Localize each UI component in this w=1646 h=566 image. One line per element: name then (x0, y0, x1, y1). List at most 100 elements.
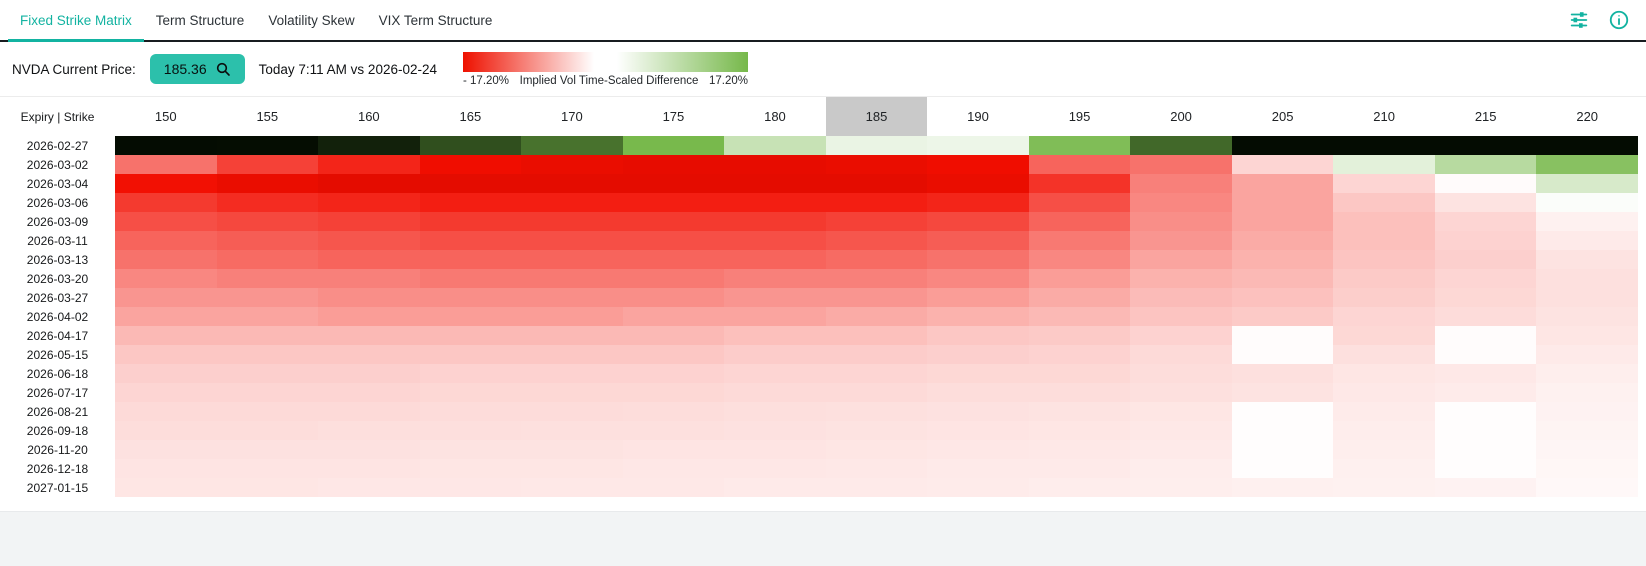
heatmap-cell[interactable] (115, 174, 217, 193)
heatmap-cell[interactable] (1028, 402, 1131, 421)
heatmap-cell[interactable] (419, 193, 522, 212)
heatmap-cell[interactable] (1536, 250, 1638, 269)
heatmap-cell[interactable] (724, 212, 826, 231)
heatmap-cell[interactable] (927, 478, 1029, 497)
heatmap-cell[interactable] (521, 421, 623, 440)
heatmap-cell[interactable] (1231, 345, 1334, 364)
heatmap-cell[interactable] (927, 345, 1029, 364)
heatmap-cell[interactable] (724, 155, 826, 174)
heatmap-cell[interactable] (1130, 231, 1232, 250)
heatmap-cell[interactable] (724, 250, 826, 269)
heatmap-cell[interactable] (1130, 345, 1232, 364)
heatmap-cell[interactable] (1028, 288, 1131, 307)
heatmap-cell[interactable] (825, 155, 928, 174)
heatmap-cell[interactable] (1028, 383, 1131, 402)
heatmap-cell[interactable] (1333, 136, 1435, 155)
heatmap-cell[interactable] (1536, 364, 1638, 383)
heatmap-cell[interactable] (216, 231, 319, 250)
heatmap-cell[interactable] (216, 288, 319, 307)
heatmap-cell[interactable] (1028, 307, 1131, 326)
heatmap-cell[interactable] (1536, 231, 1638, 250)
heatmap-cell[interactable] (1333, 459, 1435, 478)
heatmap-cell[interactable] (825, 307, 928, 326)
heatmap-cell[interactable] (115, 383, 217, 402)
heatmap-cell[interactable] (1333, 345, 1435, 364)
heatmap-cell[interactable] (1536, 193, 1638, 212)
heatmap-cell[interactable] (1028, 459, 1131, 478)
price-button[interactable]: 185.36 (149, 54, 245, 84)
heatmap-cell[interactable] (825, 459, 928, 478)
heatmap-cell[interactable] (1130, 478, 1232, 497)
heatmap-cell[interactable] (419, 212, 522, 231)
heatmap-cell[interactable] (115, 288, 217, 307)
heatmap-cell[interactable] (1028, 440, 1131, 459)
heatmap-cell[interactable] (1434, 231, 1537, 250)
heatmap-cell[interactable] (622, 212, 725, 231)
heatmap-cell[interactable] (318, 307, 420, 326)
heatmap-cell[interactable] (1028, 345, 1131, 364)
heatmap-cell[interactable] (622, 478, 725, 497)
heatmap-cell[interactable] (1333, 364, 1435, 383)
heatmap-cell[interactable] (419, 269, 522, 288)
heatmap-cell[interactable] (1434, 478, 1537, 497)
heatmap-cell[interactable] (622, 364, 725, 383)
heatmap-cell[interactable] (1333, 155, 1435, 174)
heatmap-cell[interactable] (115, 250, 217, 269)
heatmap-cell[interactable] (825, 478, 928, 497)
heatmap-cell[interactable] (1536, 288, 1638, 307)
heatmap-cell[interactable] (1231, 402, 1334, 421)
heatmap-cell[interactable] (1231, 193, 1334, 212)
heatmap-cell[interactable] (115, 155, 217, 174)
heatmap-cell[interactable] (318, 440, 420, 459)
heatmap-cell[interactable] (825, 288, 928, 307)
heatmap-cell[interactable] (622, 174, 725, 193)
heatmap-cell[interactable] (825, 250, 928, 269)
heatmap-cell[interactable] (1536, 212, 1638, 231)
heatmap-cell[interactable] (927, 231, 1029, 250)
heatmap-cell[interactable] (419, 421, 522, 440)
heatmap-cell[interactable] (1434, 250, 1537, 269)
heatmap-cell[interactable] (1130, 174, 1232, 193)
heatmap-cell[interactable] (1028, 421, 1131, 440)
heatmap-cell[interactable] (115, 478, 217, 497)
heatmap-cell[interactable] (1028, 212, 1131, 231)
heatmap-cell[interactable] (1434, 155, 1537, 174)
heatmap-cell[interactable] (318, 250, 420, 269)
heatmap-cell[interactable] (1434, 136, 1537, 155)
heatmap-cell[interactable] (1434, 383, 1537, 402)
heatmap-cell[interactable] (724, 478, 826, 497)
heatmap-cell[interactable] (318, 231, 420, 250)
heatmap-cell[interactable] (318, 478, 420, 497)
heatmap-cell[interactable] (622, 307, 725, 326)
heatmap-cell[interactable] (927, 364, 1029, 383)
heatmap-cell[interactable] (521, 402, 623, 421)
heatmap-cell[interactable] (1028, 231, 1131, 250)
heatmap-cell[interactable] (1028, 250, 1131, 269)
heatmap-cell[interactable] (622, 326, 725, 345)
heatmap-cell[interactable] (1333, 174, 1435, 193)
heatmap-cell[interactable] (419, 440, 522, 459)
heatmap-cell[interactable] (1231, 250, 1334, 269)
heatmap-cell[interactable] (216, 440, 319, 459)
heatmap-cell[interactable] (318, 326, 420, 345)
heatmap-cell[interactable] (115, 326, 217, 345)
heatmap-cell[interactable] (1333, 269, 1435, 288)
heatmap-cell[interactable] (1434, 421, 1537, 440)
heatmap-cell[interactable] (216, 402, 319, 421)
heatmap-cell[interactable] (1333, 383, 1435, 402)
heatmap-cell[interactable] (521, 364, 623, 383)
heatmap-cell[interactable] (521, 307, 623, 326)
heatmap-cell[interactable] (724, 440, 826, 459)
heatmap-cell[interactable] (927, 383, 1029, 402)
heatmap-cell[interactable] (419, 326, 522, 345)
heatmap-cell[interactable] (724, 288, 826, 307)
heatmap-cell[interactable] (927, 250, 1029, 269)
heatmap-cell[interactable] (1028, 193, 1131, 212)
heatmap-cell[interactable] (724, 326, 826, 345)
heatmap-cell[interactable] (724, 421, 826, 440)
heatmap-cell[interactable] (115, 402, 217, 421)
heatmap-cell[interactable] (927, 174, 1029, 193)
heatmap-cell[interactable] (724, 307, 826, 326)
heatmap-cell[interactable] (521, 155, 623, 174)
heatmap-cell[interactable] (1130, 269, 1232, 288)
